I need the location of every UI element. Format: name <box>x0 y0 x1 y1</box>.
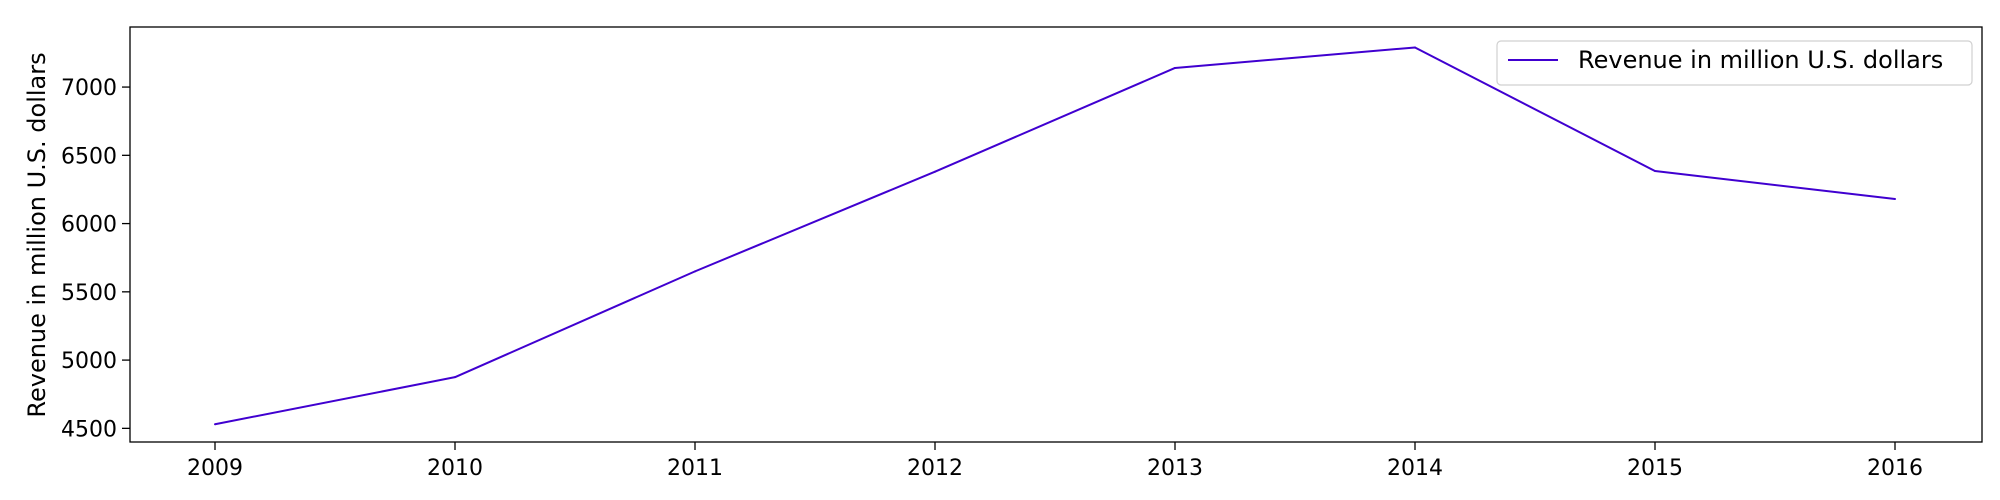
series-layer <box>214 46 1896 426</box>
data-point <box>1414 46 1416 49</box>
data-point <box>454 376 456 379</box>
data-point <box>1174 66 1176 69</box>
y-tick-label: 6000 <box>61 213 117 238</box>
x-tick-label: 2011 <box>667 456 723 481</box>
legend: Revenue in million U.S. dollars <box>1496 40 1973 86</box>
legend-label: Revenue in million U.S. dollars <box>1578 46 1943 74</box>
data-point <box>694 270 696 273</box>
x-tick-label: 2009 <box>187 456 243 481</box>
series-line <box>214 46 1896 426</box>
y-tick-label: 5000 <box>61 349 117 374</box>
y-axis: 4500 5000 5500 6000 6500 7000 <box>61 76 130 442</box>
y-tick-label: 4500 <box>61 417 117 442</box>
data-point <box>1894 198 1896 201</box>
x-tick-label: 2013 <box>1147 456 1203 481</box>
data-point <box>1654 170 1656 173</box>
x-tick-label: 2010 <box>427 456 483 481</box>
y-axis-label: Revenue in million U.S. dollars <box>23 52 51 417</box>
x-tick-label: 2015 <box>1627 456 1683 481</box>
data-point <box>214 423 216 426</box>
y-tick-label: 7000 <box>61 76 117 101</box>
x-axis: 2009 2010 2011 2012 2013 2014 2015 2016 <box>187 442 1923 481</box>
x-tick-label: 2014 <box>1387 456 1443 481</box>
data-point <box>934 170 936 173</box>
x-tick-label: 2016 <box>1867 456 1923 481</box>
legend-box <box>1496 40 1973 86</box>
y-tick-label: 5500 <box>61 281 117 306</box>
x-tick-label: 2012 <box>907 456 963 481</box>
plot-frame <box>129 26 1983 443</box>
y-tick-label: 6500 <box>61 144 117 169</box>
